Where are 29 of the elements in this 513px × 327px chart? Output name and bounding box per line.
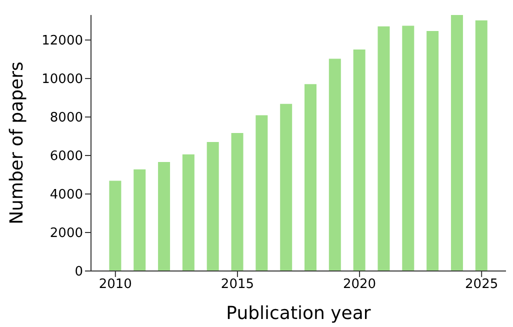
bar [450,15,463,271]
bar [134,169,146,271]
x-tick-label: 2010 [98,277,132,292]
bar [256,115,268,271]
bar [402,26,414,271]
bar [304,84,316,271]
bar [280,104,292,271]
bar [378,26,390,271]
bar [206,142,219,271]
bar [158,162,170,271]
bar [182,154,194,271]
y-tick-label: 12000 [42,34,83,49]
bar [475,20,488,271]
bar [353,49,366,271]
y-tick-label: 10000 [42,72,83,88]
x-tick-label: 2025 [465,277,498,292]
bar [328,58,341,271]
y-tick-label: 4000 [50,188,83,203]
y-tick-label: 0 [74,264,83,280]
x-tick-label: 2015 [220,277,254,292]
y-tick-label: 8000 [50,110,83,126]
x-tick-label: 2020 [342,277,376,292]
bar [109,180,122,271]
x-axis-title: Publication year [226,303,372,324]
y-tick-label: 6000 [50,149,83,164]
y-axis-title: Number of papers [6,62,28,224]
bar [426,30,439,271]
bar [231,132,244,271]
y-tick-label: 2000 [50,226,83,242]
